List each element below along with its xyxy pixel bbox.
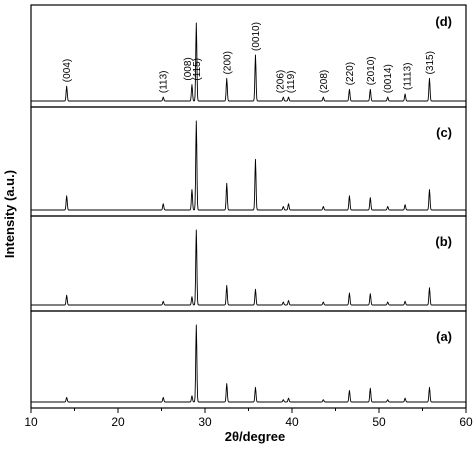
- peak-label: (2010): [366, 56, 377, 85]
- peak-label: (113): [159, 70, 170, 93]
- xrd-trace: [30, 324, 467, 403]
- peak-label: (0010): [251, 22, 262, 51]
- peak-label: (200): [222, 51, 233, 74]
- peak-annotations: (004) (113) (008)(115) (200) (0010) (206) (119…: [62, 22, 436, 93]
- panel-label: (b): [435, 234, 452, 249]
- peak-label: (115): [192, 58, 203, 81]
- panel-frame: [30, 106, 467, 217]
- panel-1: (d): [30, 4, 467, 108]
- x-axis: 10 20 30 40 50 60: [24, 408, 473, 429]
- panel-label: (c): [436, 125, 452, 140]
- peak-label: (206): [275, 70, 286, 93]
- peak-label: (119): [286, 70, 297, 93]
- panel-4: (a): [30, 310, 467, 409]
- x-tick-label: 60: [459, 415, 473, 429]
- x-tick-label: 50: [372, 415, 386, 429]
- x-tick-label: 10: [24, 415, 38, 429]
- x-tick-label: 20: [111, 415, 125, 429]
- peak-label: (1113): [402, 63, 413, 90]
- xrd-trace: [30, 22, 467, 102]
- x-axis-title: 2θ/degree: [225, 429, 286, 444]
- peak-label: (220): [345, 62, 356, 85]
- xrd-trace: [30, 120, 467, 211]
- x-tick-label: 40: [285, 415, 299, 429]
- panel-frame: [30, 4, 467, 108]
- peak-label: (008): [183, 57, 194, 80]
- peak-label: (004): [62, 59, 73, 82]
- panels-group: (d)(c)(b)(a)(004) (113)(008)(115) (200)(00…: [30, 4, 467, 409]
- panel-label: (d): [435, 14, 452, 29]
- peak-label: (208): [319, 70, 330, 93]
- panel-2: (c): [30, 106, 467, 217]
- y-axis-title: Intensity (a.u.): [2, 170, 17, 258]
- peak-label: (0014): [383, 64, 394, 93]
- panel-3: (b): [30, 215, 467, 312]
- peak-label: (315): [425, 51, 436, 74]
- panel-frame: [30, 215, 467, 312]
- x-tick-label: 30: [198, 415, 212, 429]
- panel-label: (a): [436, 329, 452, 344]
- xrd-trace: [30, 229, 467, 306]
- panel-frame: [30, 310, 467, 409]
